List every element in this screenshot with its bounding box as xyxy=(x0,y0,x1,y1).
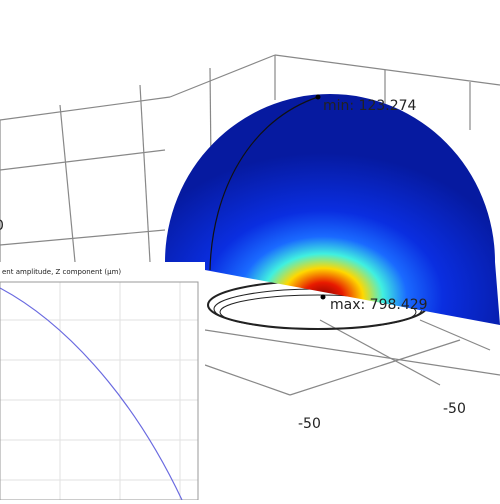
grid-line xyxy=(0,149,166,171)
grid-line xyxy=(139,84,151,263)
inset-curve xyxy=(0,287,183,501)
grid-line xyxy=(204,364,291,396)
meridian-line xyxy=(209,96,319,271)
ring xyxy=(219,294,417,330)
axis-label: 0 xyxy=(0,218,4,234)
axis-label: -50 xyxy=(298,416,321,432)
axis-label: -50 xyxy=(443,401,466,417)
grid-line xyxy=(0,229,166,246)
grid-line xyxy=(204,329,500,376)
min-annotation: min: 123.274 xyxy=(323,98,417,114)
max-annotation: max: 798.429 xyxy=(330,297,428,313)
inset-background xyxy=(0,262,205,500)
inset-title: ent amplitude, Z component (µm) xyxy=(2,268,121,276)
grid-line xyxy=(274,54,500,86)
inset-grid xyxy=(0,282,198,500)
grid-line xyxy=(169,54,276,98)
grid-line xyxy=(289,339,461,396)
grid-line xyxy=(59,104,76,263)
min-marker xyxy=(315,94,321,100)
max-marker xyxy=(320,294,326,300)
inset-plot: ent amplitude, Z component (µm) xyxy=(0,262,205,501)
grid-line xyxy=(0,96,171,121)
hemisphere-surface xyxy=(165,94,500,325)
grid-line xyxy=(319,319,441,386)
grid-line xyxy=(419,319,491,351)
